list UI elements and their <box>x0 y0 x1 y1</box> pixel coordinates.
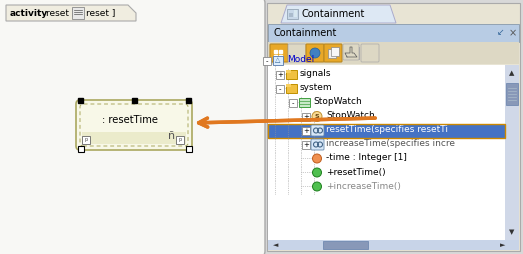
Text: ×: × <box>509 28 517 38</box>
Bar <box>286 70 291 73</box>
Text: system: system <box>300 84 333 92</box>
Bar <box>72 7 84 19</box>
Bar <box>506 83 518 105</box>
Text: +resetTime(): +resetTime() <box>326 167 385 177</box>
Bar <box>299 98 310 107</box>
Text: reset [: reset [ <box>46 8 75 18</box>
FancyBboxPatch shape <box>306 44 324 62</box>
FancyBboxPatch shape <box>270 44 288 62</box>
Bar <box>82 132 186 144</box>
Text: △: △ <box>275 57 281 64</box>
Text: resetTime(specifies resetTi: resetTime(specifies resetTi <box>326 125 448 135</box>
Bar <box>294 10 297 17</box>
Bar <box>505 65 519 240</box>
FancyBboxPatch shape <box>324 44 342 62</box>
Circle shape <box>313 182 322 191</box>
Bar <box>328 49 336 58</box>
FancyBboxPatch shape <box>311 125 324 136</box>
Bar <box>302 127 310 135</box>
Bar <box>286 84 291 87</box>
Bar <box>268 124 505 138</box>
Bar <box>274 50 277 53</box>
Bar <box>287 9 298 19</box>
Bar <box>276 71 284 79</box>
Text: StopWatch: StopWatch <box>313 98 362 106</box>
Text: Model: Model <box>287 56 314 65</box>
Bar <box>302 141 310 149</box>
Text: ↙: ↙ <box>497 28 505 38</box>
FancyBboxPatch shape <box>288 44 306 62</box>
Circle shape <box>313 168 322 177</box>
FancyBboxPatch shape <box>286 84 297 93</box>
Text: activity: activity <box>10 8 48 18</box>
FancyBboxPatch shape <box>0 0 265 254</box>
Bar <box>186 98 191 103</box>
Text: ▼: ▼ <box>509 229 515 235</box>
Circle shape <box>313 154 322 163</box>
FancyBboxPatch shape <box>311 139 324 150</box>
Text: StopWatch: StopWatch <box>326 112 375 120</box>
Bar <box>186 146 192 152</box>
Text: ▲: ▲ <box>509 70 515 76</box>
Text: Containment: Containment <box>301 9 365 19</box>
Circle shape <box>312 112 322 121</box>
Bar <box>289 13 293 17</box>
Bar <box>289 99 297 107</box>
Bar <box>268 240 519 250</box>
Text: +: + <box>303 142 309 148</box>
Bar <box>273 56 283 65</box>
Bar <box>82 136 90 144</box>
Bar <box>268 42 519 64</box>
Text: -: - <box>279 86 281 92</box>
Text: ñ: ñ <box>168 131 176 141</box>
Bar <box>276 85 284 93</box>
Text: +: + <box>303 114 309 120</box>
Bar <box>279 50 282 53</box>
Bar <box>176 136 184 144</box>
Text: ►: ► <box>501 242 506 248</box>
Bar <box>78 146 84 152</box>
Bar <box>78 98 83 103</box>
Text: reset ]: reset ] <box>86 8 116 18</box>
Text: +increaseTime(): +increaseTime() <box>326 182 401 190</box>
Bar <box>267 3 520 251</box>
Text: increaseTime(specifies incre: increaseTime(specifies incre <box>326 139 455 149</box>
FancyBboxPatch shape <box>286 70 297 79</box>
Text: p: p <box>84 137 87 142</box>
Polygon shape <box>281 5 396 23</box>
Text: -time : Integer [1]: -time : Integer [1] <box>326 153 407 163</box>
Text: signals: signals <box>300 70 332 78</box>
FancyBboxPatch shape <box>361 44 379 62</box>
Text: -: - <box>266 58 268 64</box>
Polygon shape <box>6 5 136 21</box>
Text: p: p <box>178 137 181 142</box>
Text: -: - <box>292 100 294 106</box>
Bar <box>302 113 310 121</box>
Bar <box>279 55 282 58</box>
Bar <box>331 47 339 56</box>
FancyBboxPatch shape <box>343 44 359 60</box>
FancyBboxPatch shape <box>76 100 192 150</box>
Bar <box>263 57 271 65</box>
Circle shape <box>310 48 320 58</box>
Bar <box>268 24 519 42</box>
Bar <box>274 55 277 58</box>
Text: S: S <box>315 114 320 119</box>
Bar <box>323 241 368 249</box>
Text: ◄: ◄ <box>274 242 279 248</box>
Text: +: + <box>303 128 309 134</box>
Text: : resetTime: : resetTime <box>102 115 158 125</box>
Text: +: + <box>277 72 283 78</box>
Bar <box>268 65 505 240</box>
Text: Containment: Containment <box>273 28 336 38</box>
Bar <box>132 98 137 103</box>
